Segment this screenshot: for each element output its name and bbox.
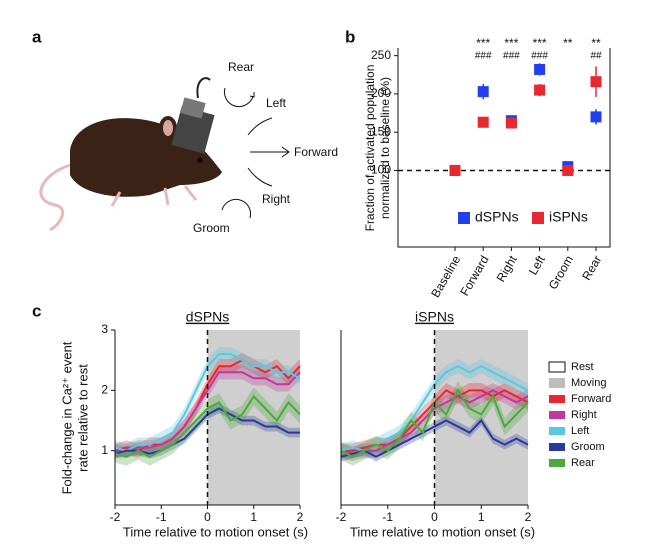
x-tick-label: 0 [431, 510, 438, 524]
x-tick-label: -2 [336, 510, 347, 524]
point [534, 84, 546, 96]
significance-hashes: ### [475, 51, 492, 62]
legend-label: Rear [571, 457, 595, 469]
x-axis-label: Time relative to motion onset (s) [123, 524, 308, 539]
significance-stars: *** [504, 36, 518, 50]
legend-label: dSPNs [475, 209, 519, 225]
legend-label: Groom [571, 441, 605, 453]
x-tick-label: 1 [478, 510, 485, 524]
behavior-label: Forward [294, 145, 338, 159]
legend-swatch [532, 212, 544, 224]
x-tick-label: 1 [250, 510, 257, 524]
x-tick-label: Baseline [428, 253, 463, 300]
point [590, 76, 602, 88]
error-band [115, 403, 300, 459]
y-tick-label: 250 [371, 48, 391, 62]
y-tick-label: 200 [371, 86, 391, 100]
point [562, 164, 574, 176]
legend-label: Moving [571, 377, 606, 389]
legend-swatch [549, 411, 565, 419]
y-axis-label: Fraction of activated population [363, 65, 377, 232]
x-tick-label: -2 [110, 510, 121, 524]
legend-label: Right [571, 409, 597, 421]
error-band [341, 358, 528, 458]
error-band [115, 387, 300, 466]
y-tick-label: 1 [101, 443, 108, 457]
series-line [340, 389, 529, 455]
x-tick-label: Groom [546, 253, 576, 292]
legend-swatch [548, 361, 566, 373]
legend-swatch [549, 443, 565, 451]
legend-swatch [549, 378, 565, 388]
x-axis-label: Time relative to motion onset (s) [350, 524, 535, 539]
behavior-label: Right [262, 192, 291, 206]
legend-label: Left [571, 425, 589, 437]
behavior-label: Rear [228, 60, 254, 74]
point [477, 86, 489, 98]
moving-shade [207, 330, 300, 505]
x-tick-label: -1 [156, 510, 167, 524]
mouse-illustration [39, 77, 290, 232]
panel-label: a [32, 27, 42, 46]
y-tick-label: 3 [101, 322, 108, 336]
error-band [341, 383, 528, 461]
chart-title: iSPNs [415, 309, 454, 325]
series-line [115, 371, 301, 452]
y-axis-label: rate relative to rest [75, 364, 90, 472]
significance-hashes: ### [531, 51, 548, 62]
x-tick-label: 2 [297, 510, 304, 524]
legend-swatch [458, 212, 470, 224]
point [505, 117, 517, 129]
behavior-label: Left [266, 96, 287, 110]
legend-label: Forward [571, 393, 611, 405]
significance-stars: *** [533, 36, 547, 50]
point [477, 116, 489, 128]
legend-swatch [549, 427, 565, 435]
y-axis-label: Fold-change in Ca²⁺ event [59, 341, 74, 494]
panel-label: c [32, 301, 41, 320]
x-tick-label: -1 [382, 510, 393, 524]
point [534, 63, 546, 75]
behavior-label: Groom [193, 221, 230, 235]
y-tick-label: 100 [371, 163, 391, 177]
x-tick-label: Rear [579, 253, 604, 283]
y-axis-label: normalized to baseline (%) [378, 77, 392, 219]
point [590, 111, 602, 123]
series-line [114, 394, 301, 458]
legend-swatch [549, 459, 565, 467]
chart-title: dSPNs [186, 309, 230, 325]
x-tick-label: 0 [204, 510, 211, 524]
legend-swatch [549, 395, 565, 403]
x-tick-label: Left [526, 253, 548, 278]
significance-hashes: ## [590, 51, 602, 62]
significance-stars: ** [591, 36, 601, 50]
y-tick-label: 2 [101, 383, 108, 397]
significance-hashes: ### [503, 51, 520, 62]
point [449, 164, 461, 176]
panel-label: b [345, 27, 355, 46]
x-tick-label: Right [494, 253, 520, 285]
significance-stars: ** [563, 36, 573, 50]
y-tick-label: 150 [371, 124, 391, 138]
axis-frame [397, 48, 611, 248]
x-tick-label: 2 [525, 510, 532, 524]
significance-stars: *** [476, 36, 490, 50]
legend-label: Rest [571, 361, 594, 373]
legend-label: iSPNs [549, 209, 588, 225]
series-line [340, 418, 529, 458]
